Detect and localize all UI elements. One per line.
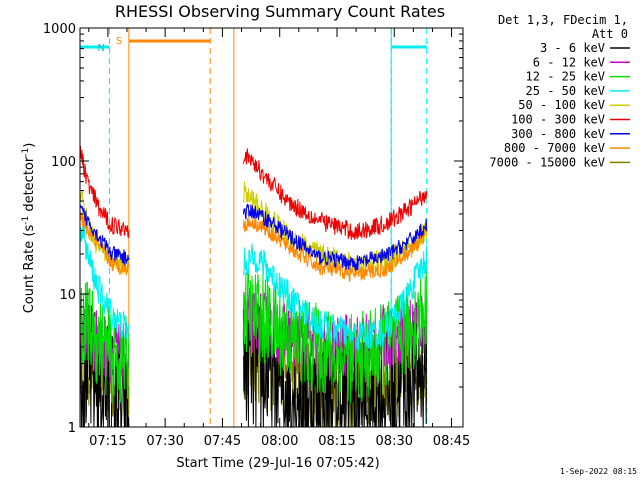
y-axis-label-sup1: -1	[21, 216, 31, 225]
series-trace-6-0	[79, 205, 130, 266]
y-tick-label-2: 100	[51, 155, 76, 170]
series-300-800kev	[79, 203, 428, 271]
y-tick-label-1: 10	[59, 288, 76, 303]
x-tick-label-4: 08:15	[318, 434, 355, 449]
legend-label-7: 800 - 7000 keV	[504, 141, 605, 155]
axes-group: 07:15 07:30 07:45 08:00 08:15 08:30 08:45 1 10 10…	[43, 22, 470, 449]
x-tick-label-3: 08:00	[261, 434, 298, 449]
legend-label-0: 3 - 6 keV	[540, 41, 605, 55]
chart-title: RHESSI Observing Summary Count Rates	[115, 2, 445, 21]
legend-label-6: 300 - 800 keV	[511, 127, 605, 141]
series-trace-5-0	[79, 145, 130, 238]
y-axis-label-end: )	[22, 143, 37, 148]
legend-label-5: 100 - 300 keV	[511, 113, 605, 127]
x-tick-label-0: 07:15	[89, 434, 126, 449]
series-800-7000kev	[79, 212, 427, 283]
x-tick-label-5: 08:30	[376, 434, 413, 449]
x-tick-label-1: 07:30	[146, 434, 183, 449]
series-trace-7-0	[79, 212, 130, 276]
footer-date: 1-Sep-2022 08:15	[560, 467, 637, 476]
series-trace-5-1	[242, 148, 428, 240]
plot-frame	[79, 27, 464, 428]
series-group	[79, 145, 428, 429]
x-tick-label-2: 07:45	[204, 434, 241, 449]
annotation-saa: S	[116, 36, 122, 47]
legend-header-line-2: Att 0	[592, 27, 628, 41]
series-trace-3-1	[242, 243, 428, 351]
annotation-night: N	[97, 43, 104, 54]
series-trace-7-1	[242, 215, 427, 283]
y-tick-label-3: 1000	[43, 22, 76, 37]
series-100-300kev	[79, 145, 428, 240]
y-axis-label-main: Count Rate (s	[22, 225, 37, 314]
series-25-50kev	[79, 224, 428, 351]
y-axis-label-sup2: -1	[21, 148, 31, 157]
y-axis-label-mid: detector	[22, 156, 37, 216]
series-trace-3-0	[79, 224, 129, 340]
legend-label-8: 7000 - 15000 keV	[489, 155, 605, 169]
legend-label-1: 6 - 12 keV	[533, 55, 605, 69]
y-axis-label: Count Rate (s-1 detector-1)	[21, 143, 37, 314]
y-tick-label-0: 1	[68, 421, 76, 436]
legend-label-3: 25 - 50 keV	[526, 84, 605, 98]
x-tick-label-6: 08:45	[433, 434, 470, 449]
x-axis-label: Start Time (29-Jul-16 07:05:42)	[176, 456, 379, 471]
legend-label-4: 50 - 100 keV	[518, 98, 605, 112]
series-trace-6-1	[242, 203, 428, 271]
legend-label-2: 12 - 25 keV	[526, 70, 605, 84]
legend-header-line-1: Det 1,3, FDecim 1,	[498, 13, 628, 27]
